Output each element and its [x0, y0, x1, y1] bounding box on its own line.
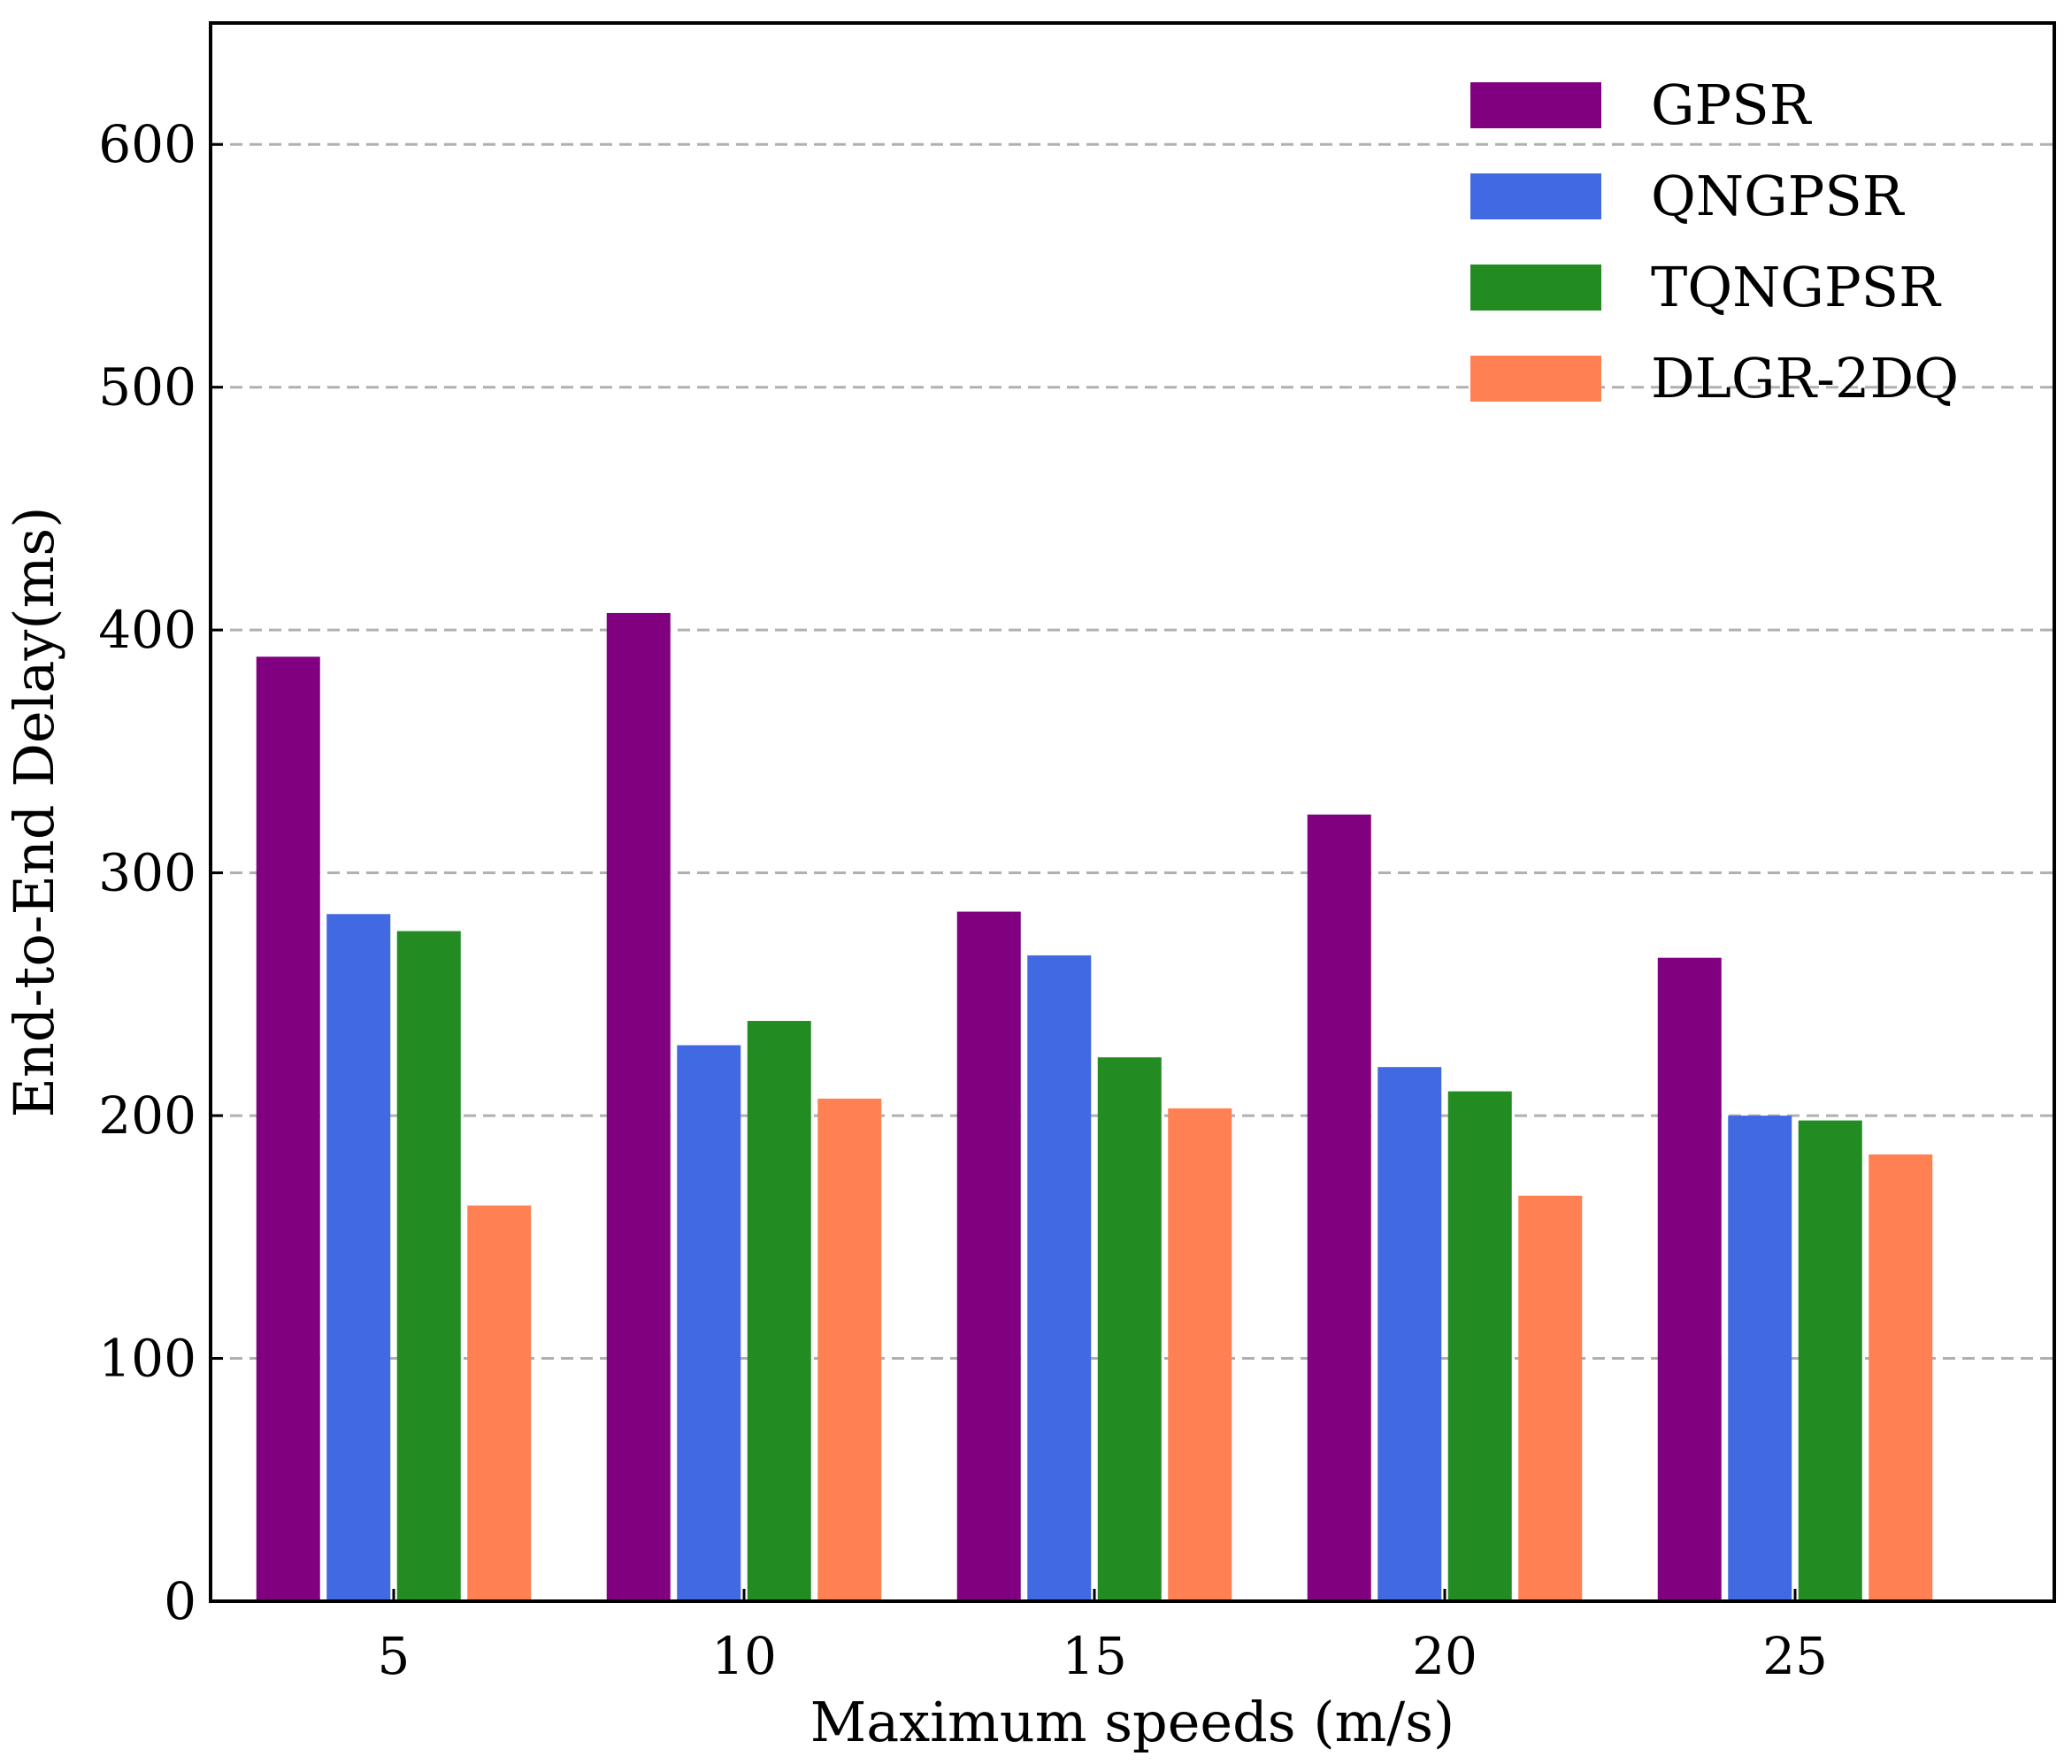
x-axis-label: Maximum speeds (m/s) — [810, 1690, 1454, 1754]
legend-label-gpsr: GPSR — [1651, 73, 1813, 137]
bar-dlgr-2dq-15 — [1168, 1108, 1232, 1601]
bar-gpsr-25 — [1657, 957, 1722, 1601]
y-tick-label-600: 600 — [98, 114, 196, 174]
bar-qngpsr-10 — [677, 1045, 741, 1601]
bar-tqngpsr-20 — [1447, 1091, 1512, 1601]
bar-tqngpsr-5 — [396, 931, 461, 1601]
bar-tqngpsr-10 — [747, 1021, 811, 1601]
bar-qngpsr-25 — [1728, 1116, 1792, 1601]
y-tick-label-100: 100 — [98, 1329, 196, 1389]
x-tick-label-15: 15 — [1062, 1626, 1127, 1686]
bar-gpsr-20 — [1307, 814, 1371, 1601]
bar-gpsr-5 — [256, 656, 320, 1601]
y-tick-label-0: 0 — [164, 1571, 196, 1631]
bar-qngpsr-20 — [1377, 1067, 1442, 1601]
bar-dlgr-2dq-5 — [467, 1205, 532, 1601]
legend-swatch-qngpsr — [1470, 173, 1601, 219]
bar-qngpsr-5 — [326, 914, 391, 1601]
x-tick-label-25: 25 — [1762, 1626, 1828, 1686]
bar-tqngpsr-15 — [1097, 1057, 1162, 1601]
x-tick-label-5: 5 — [378, 1626, 411, 1686]
x-tick-label-20: 20 — [1412, 1626, 1477, 1686]
legend-label-tqngpsr: TQNGPSR — [1651, 255, 1942, 319]
bar-dlgr-2dq-20 — [1518, 1195, 1583, 1601]
x-tick-label-10: 10 — [711, 1626, 777, 1686]
legend-label-qngpsr: QNGPSR — [1651, 164, 1906, 228]
legend-swatch-dlgr-2dq — [1470, 356, 1601, 402]
bar-gpsr-10 — [606, 612, 671, 1601]
y-tick-label-400: 400 — [98, 600, 196, 660]
legend: GPSR QNGPSR TQNGPSR DLGR-2DQ — [1470, 73, 1959, 410]
legend-label-dlgr-2dq: DLGR-2DQ — [1651, 346, 1959, 410]
y-axis-label: End-to-End Delay(ms) — [2, 507, 66, 1118]
bar-dlgr-2dq-25 — [1869, 1154, 1933, 1601]
bar-gpsr-15 — [956, 911, 1021, 1601]
legend-swatch-gpsr — [1470, 82, 1601, 128]
bar-dlgr-2dq-10 — [817, 1098, 882, 1601]
bars-layer — [256, 612, 1933, 1601]
y-tick-label-500: 500 — [98, 357, 196, 418]
y-tick-label-200: 200 — [98, 1085, 196, 1146]
y-tick-label-300: 300 — [98, 843, 196, 903]
ticks-layer: 0 100 200 300 400 500 600 5 10 15 20 25 — [98, 114, 1828, 1686]
bar-qngpsr-15 — [1027, 955, 1092, 1601]
bar-tqngpsr-25 — [1798, 1120, 1862, 1601]
legend-swatch-tqngpsr — [1470, 265, 1601, 311]
plot-frame — [209, 21, 2056, 1603]
